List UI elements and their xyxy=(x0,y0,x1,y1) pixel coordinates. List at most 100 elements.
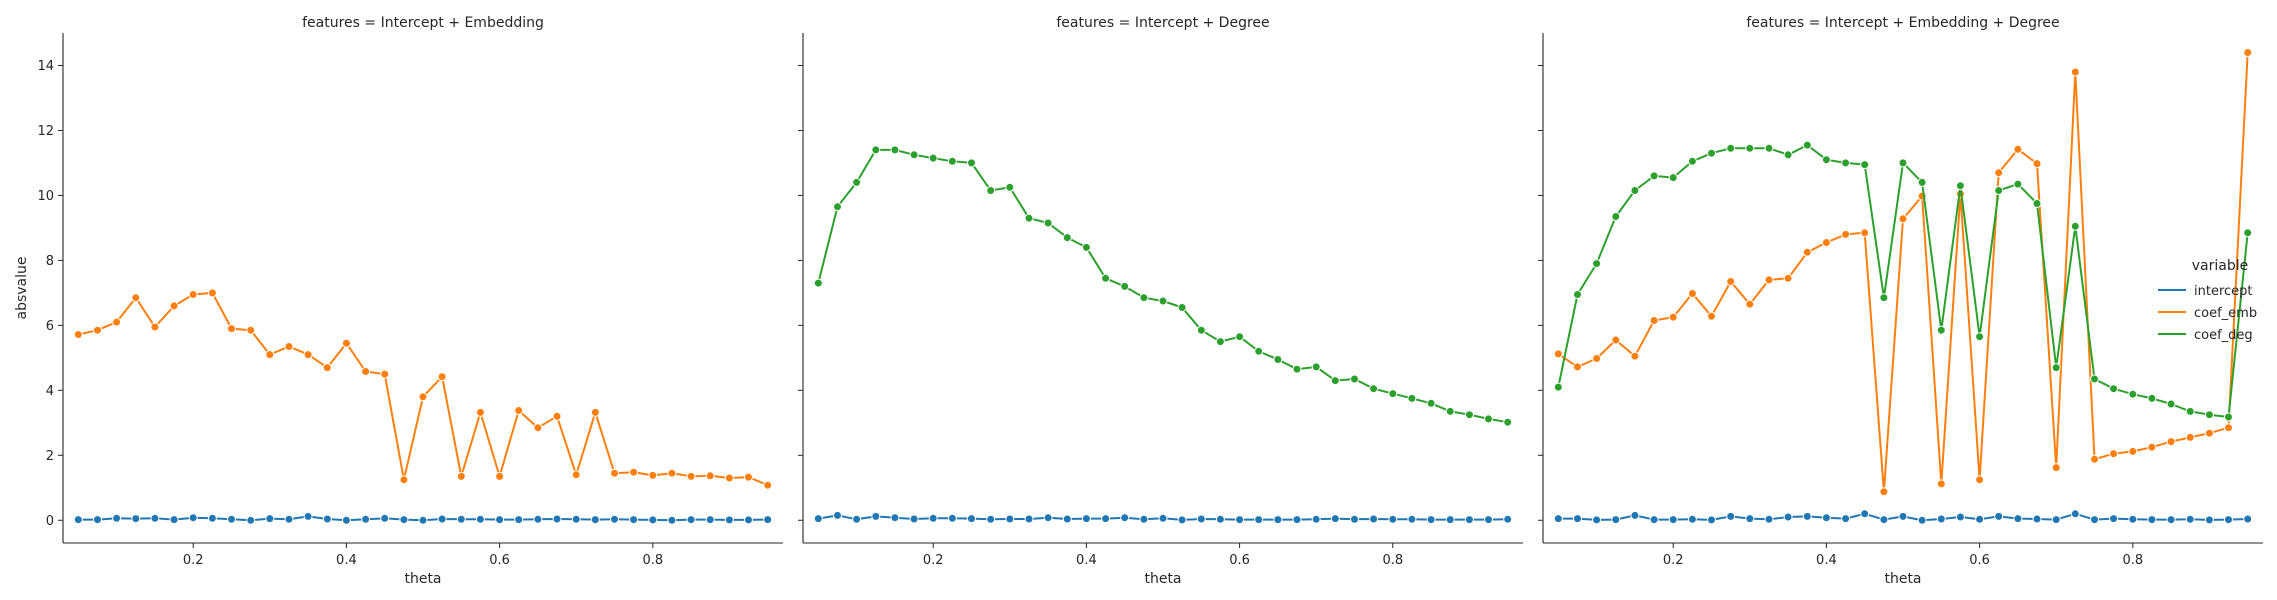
y-axis-label: absvalue xyxy=(14,257,30,320)
data-point-intercept xyxy=(967,514,976,524)
data-point-coef_deg xyxy=(1860,160,1870,170)
data-point-intercept xyxy=(2224,515,2233,525)
data-point-coef_deg xyxy=(1330,376,1340,386)
data-point-coef_emb xyxy=(2051,463,2061,473)
data-point-coef_deg xyxy=(2090,374,2099,384)
data-point-coef_emb xyxy=(2070,67,2080,77)
data-point-intercept xyxy=(322,514,332,524)
data-point-coef_emb xyxy=(2147,442,2157,452)
data-point-intercept xyxy=(1215,514,1225,524)
data-point-coef_deg xyxy=(1043,218,1053,228)
data-point-coef_deg xyxy=(967,158,976,168)
series-line-coef_emb xyxy=(78,291,769,487)
x-tick-label: 0.6 xyxy=(1229,553,1250,568)
data-point-coef_deg xyxy=(1745,143,1755,153)
data-point-coef_emb xyxy=(380,369,390,379)
x-tick-label: 0.6 xyxy=(489,553,510,568)
data-point-intercept xyxy=(1573,514,1582,524)
data-point-coef_emb xyxy=(610,468,619,478)
data-point-coef_emb xyxy=(456,471,466,481)
data-point-coef_emb xyxy=(2090,454,2099,464)
data-point-intercept xyxy=(2032,514,2042,524)
data-point-intercept xyxy=(2013,514,2023,524)
data-point-intercept xyxy=(188,513,198,523)
data-point-coef_emb xyxy=(131,293,141,303)
data-point-coef_deg xyxy=(986,186,996,195)
data-point-coef_emb xyxy=(246,325,256,335)
data-point-coef_deg xyxy=(1235,332,1245,342)
data-point-coef_emb xyxy=(495,471,505,481)
x-tick-label: 0.2 xyxy=(923,553,944,568)
data-point-coef_deg xyxy=(890,145,900,155)
x-axis-label: theta xyxy=(1144,571,1181,587)
data-point-coef_deg xyxy=(2166,399,2176,409)
data-point-intercept xyxy=(1062,514,1072,524)
data-point-intercept xyxy=(1024,514,1034,524)
data-point-coef_deg xyxy=(1426,398,1436,408)
data-point-coef_emb xyxy=(2166,437,2176,447)
data-point-intercept xyxy=(2243,514,2253,524)
data-point-coef_emb xyxy=(1649,316,1659,325)
data-point-coef_deg xyxy=(1120,281,1130,291)
data-point-coef_emb xyxy=(1668,312,1678,322)
data-point-coef_emb xyxy=(93,325,102,335)
data-point-coef_deg xyxy=(1024,213,1034,223)
data-point-intercept xyxy=(150,513,160,523)
data-point-coef_deg xyxy=(2224,412,2233,422)
data-point-intercept xyxy=(1783,512,1793,522)
data-point-coef_deg xyxy=(1975,332,1985,342)
data-point-intercept xyxy=(1273,515,1283,525)
panel-title: features = Intercept + Embedding + Degre… xyxy=(1746,15,2059,31)
data-point-intercept xyxy=(1668,515,1678,525)
data-point-coef_deg xyxy=(871,145,881,155)
data-point-intercept xyxy=(1426,515,1436,525)
data-point-coef_deg xyxy=(1783,150,1793,160)
data-point-coef_deg xyxy=(2032,199,2042,208)
facet-panel-2: features = Intercept + Degree 0.2 0.4 0.6 0.… xyxy=(798,15,1523,587)
data-point-coef_deg xyxy=(1994,186,2004,195)
data-point-coef_emb xyxy=(73,330,83,339)
data-point-coef_emb xyxy=(2128,446,2138,456)
data-point-intercept xyxy=(610,514,619,524)
data-point-coef_emb xyxy=(2109,449,2119,459)
data-point-intercept xyxy=(227,514,236,524)
data-point-coef_emb xyxy=(2032,159,2042,169)
data-point-coef_emb xyxy=(475,407,485,417)
data-point-coef_emb xyxy=(705,471,715,481)
data-point-intercept xyxy=(1120,513,1130,523)
data-point-intercept xyxy=(705,515,715,525)
data-point-intercept xyxy=(667,515,677,525)
data-point-coef_deg xyxy=(1484,414,1493,424)
data-point-intercept xyxy=(2128,514,2138,524)
data-point-coef_deg xyxy=(1081,242,1091,252)
data-point-coef_deg xyxy=(1464,410,1474,420)
legend-label-coef_deg: coef_deg xyxy=(2194,328,2253,343)
data-point-intercept xyxy=(986,514,996,524)
data-point-coef_emb xyxy=(1707,311,1716,321)
series-coef_emb xyxy=(73,288,773,490)
series-coef_deg xyxy=(1553,140,2253,422)
data-point-coef_deg xyxy=(1630,186,1640,195)
data-point-intercept xyxy=(112,513,122,523)
data-point-coef_emb xyxy=(284,342,294,351)
data-point-coef_emb xyxy=(2224,423,2233,433)
data-point-coef_deg xyxy=(2185,406,2195,416)
data-point-intercept xyxy=(418,515,428,525)
data-point-intercept xyxy=(1330,514,1340,524)
data-point-coef_emb xyxy=(322,363,332,373)
data-point-intercept xyxy=(1139,514,1149,524)
data-point-coef_emb xyxy=(1687,289,1697,298)
data-point-intercept xyxy=(514,515,524,525)
data-point-intercept xyxy=(1611,515,1621,525)
data-point-coef_emb xyxy=(207,288,217,298)
data-point-intercept xyxy=(1687,514,1697,524)
data-point-intercept xyxy=(1745,514,1755,524)
data-point-intercept xyxy=(1407,514,1417,524)
data-point-intercept xyxy=(1292,515,1302,525)
data-point-intercept xyxy=(1445,515,1455,525)
x-tick-label: 0.8 xyxy=(1382,553,1403,568)
data-point-coef_deg xyxy=(1802,140,1812,150)
data-point-coef_emb xyxy=(763,480,773,490)
data-point-intercept xyxy=(2070,509,2080,519)
panel-title: features = Intercept + Degree xyxy=(1056,15,1269,31)
